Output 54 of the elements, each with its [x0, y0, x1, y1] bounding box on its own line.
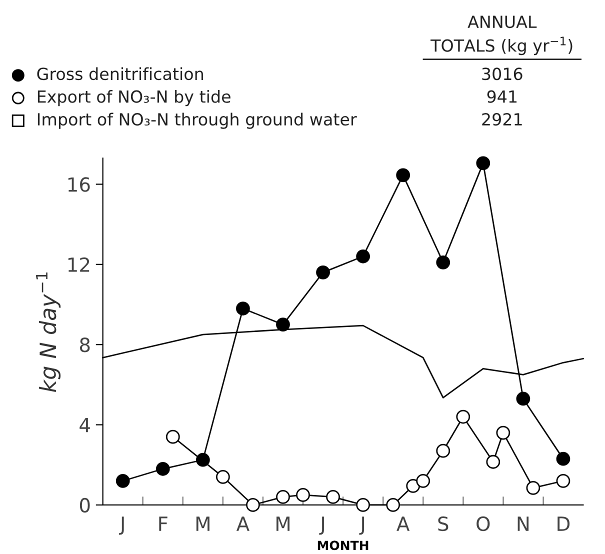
point	[486, 454, 500, 469]
text: 941	[487, 90, 517, 103]
point	[246, 498, 260, 512]
point	[276, 318, 290, 332]
point	[296, 488, 310, 502]
legend-label: Import of NO₃-N through ground water	[38, 112, 357, 129]
x-tick-label: J	[118, 516, 124, 535]
point	[326, 490, 340, 504]
text: TOTALS (kg yr$^{−1}$)	[430, 36, 572, 56]
x-tick-label: D	[558, 516, 570, 531]
point	[436, 255, 450, 270]
x-tick-label: J	[359, 516, 364, 535]
point	[496, 426, 510, 440]
point	[116, 474, 130, 488]
point	[356, 249, 370, 264]
legend-label: Export of NO₃-N by tide	[38, 90, 230, 106]
x-tick-label: N	[518, 516, 529, 531]
point	[386, 498, 400, 512]
point	[416, 474, 430, 488]
y-tick-label: 8	[80, 338, 90, 352]
point	[356, 498, 370, 512]
point	[476, 156, 490, 170]
x-tick-label: S	[438, 516, 448, 532]
y-tick-label: 16	[68, 177, 90, 192]
x-tick-label: F	[159, 516, 168, 531]
y-axis-title: kg N day$^{−1}$	[36, 272, 61, 392]
x-tick-label: A	[236, 516, 250, 531]
point	[526, 480, 540, 495]
y-tick-label: 12	[68, 257, 90, 272]
point	[406, 478, 420, 493]
point	[556, 474, 570, 488]
point	[436, 444, 450, 458]
y-tick-label: 0	[80, 498, 90, 513]
point	[156, 462, 170, 476]
point	[556, 452, 570, 466]
x-tick-label: J	[319, 516, 324, 535]
text: 2921	[482, 113, 522, 126]
text: 3016	[482, 68, 522, 80]
text: ANNUAL	[468, 16, 537, 28]
point	[516, 392, 530, 406]
x-tick-label: M	[196, 516, 210, 531]
x-tick-label: M	[276, 516, 290, 531]
point	[236, 302, 250, 316]
point	[396, 168, 410, 182]
point	[276, 490, 290, 504]
x-tick-label: O	[476, 516, 490, 532]
point	[216, 470, 230, 484]
y-tick-label: 4	[80, 418, 90, 432]
point	[456, 410, 470, 424]
x-axis-title: MONTH	[318, 540, 368, 550]
legend-label: Gross denitrification	[37, 67, 203, 80]
x-tick-label: A	[396, 516, 410, 531]
point	[316, 265, 330, 280]
point	[166, 430, 180, 444]
